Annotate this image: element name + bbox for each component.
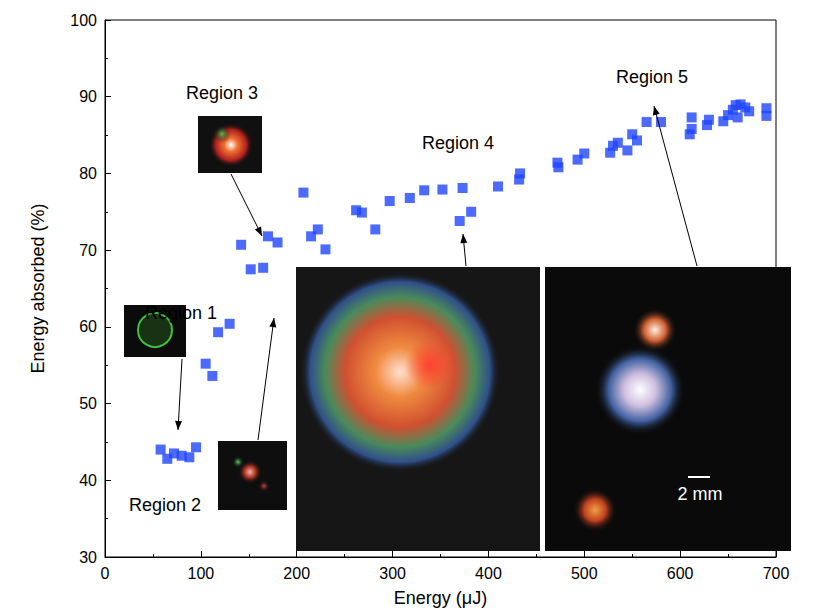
- svg-text:0: 0: [101, 565, 110, 582]
- svg-text:Region 4: Region 4: [422, 133, 494, 153]
- svg-text:700: 700: [763, 565, 790, 582]
- svg-text:600: 600: [667, 565, 694, 582]
- svg-text:Energy (μJ): Energy (μJ): [394, 588, 487, 608]
- svg-text:200: 200: [283, 565, 310, 582]
- svg-text:2 mm: 2 mm: [678, 484, 723, 504]
- svg-text:Energy absorbed (%): Energy absorbed (%): [28, 203, 48, 373]
- svg-text:90: 90: [79, 88, 97, 105]
- svg-text:30: 30: [79, 549, 97, 566]
- svg-text:40: 40: [79, 472, 97, 489]
- svg-text:70: 70: [79, 242, 97, 259]
- svg-text:80: 80: [79, 165, 97, 182]
- svg-text:60: 60: [79, 318, 97, 335]
- svg-text:100: 100: [188, 565, 215, 582]
- svg-text:50: 50: [79, 395, 97, 412]
- svg-text:400: 400: [475, 565, 502, 582]
- svg-text:Region 3: Region 3: [186, 83, 258, 103]
- svg-text:Region 1: Region 1: [145, 303, 217, 323]
- svg-text:300: 300: [379, 565, 406, 582]
- svg-text:100: 100: [70, 12, 97, 29]
- svg-text:Region 5: Region 5: [616, 67, 688, 87]
- svg-text:Region 2: Region 2: [129, 495, 201, 515]
- svg-text:500: 500: [571, 565, 598, 582]
